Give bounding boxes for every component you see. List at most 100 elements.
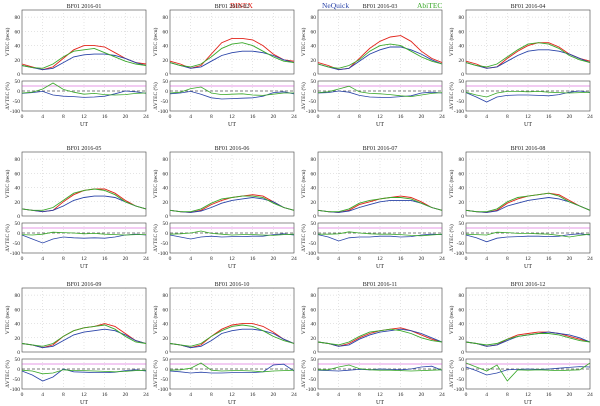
x-tick-label: 4 — [485, 256, 488, 262]
x-tick-label: 16 — [546, 256, 552, 262]
vtec-tick-label: 60 — [459, 171, 465, 177]
x-tick-label: 24 — [291, 114, 297, 120]
x-tick-label: 24 — [439, 392, 445, 398]
vtec-axis-label: VTEC (tecu) — [448, 28, 455, 57]
vtec-tick-label: 0 — [313, 214, 316, 220]
vtec-tick-label: 40 — [311, 186, 317, 192]
dvtec-tick-label: -100 — [10, 251, 20, 257]
vtec-tick-label: 80 — [15, 15, 21, 21]
dvtec-tick-label: -50 — [161, 99, 169, 105]
vtec-tick-label: 60 — [311, 29, 317, 35]
vtec-tick-label: 20 — [15, 336, 21, 342]
dvtec-tick-label: 0 — [17, 89, 20, 95]
vtec-tick-label: 60 — [15, 307, 21, 313]
x-tick-label: 24 — [587, 114, 593, 120]
vtec-tick-label: 60 — [459, 307, 465, 313]
dvtec-tick-label: 50 — [311, 221, 317, 227]
vtec-series-nequick — [170, 329, 294, 348]
panel-title: BF01 2016-07 — [363, 146, 398, 152]
vtec-tick-label: 0 — [313, 350, 316, 356]
vtec-tick-label: 40 — [15, 322, 21, 328]
vtec-tick-label: 20 — [311, 336, 317, 342]
dvtec-tick-label: 0 — [17, 231, 20, 237]
x-tick-label: 0 — [21, 392, 24, 398]
dvtec-tick-label: 0 — [165, 89, 168, 95]
vtec-tick-label: 20 — [459, 200, 465, 206]
vtec-axis-label: VTEC (tecu) — [448, 306, 455, 335]
x-tick-label: 4 — [41, 256, 44, 262]
x-axis-label: UT — [524, 400, 532, 406]
vtec-tick-label: 80 — [459, 15, 465, 21]
vtec-tick-label: 40 — [459, 322, 465, 328]
dvtec-tick-label: -100 — [10, 109, 20, 115]
vtec-tick-label: 40 — [163, 44, 169, 50]
x-tick-label: 0 — [169, 256, 172, 262]
vtec-series-nequick — [22, 329, 146, 348]
dvtec-axis-label: ΔVTEC (%) — [4, 224, 11, 252]
dvtec-tick-label: 0 — [165, 231, 168, 237]
vtec-tick-label: 0 — [165, 350, 168, 356]
vtec-tick-label: 20 — [163, 58, 169, 64]
x-tick-label: 16 — [102, 114, 108, 120]
x-axis-label: UT — [228, 122, 236, 128]
x-tick-label: 0 — [317, 256, 320, 262]
panel-title: BF01 2016-05 — [67, 146, 102, 152]
dvtec-axis-label: ΔVTEC (%) — [300, 82, 307, 110]
vtec-tick-label: 20 — [311, 58, 317, 64]
dvtec-tick-label: 50 — [459, 221, 465, 227]
vtec-tick-label: 60 — [15, 29, 21, 35]
x-tick-label: 12 — [229, 392, 235, 398]
dvtec-tick-label: 0 — [313, 367, 316, 373]
x-tick-label: 16 — [250, 392, 256, 398]
x-tick-label: 16 — [102, 256, 108, 262]
x-tick-label: 24 — [143, 256, 149, 262]
x-tick-label: 0 — [465, 256, 468, 262]
vtec-tick-label: 60 — [311, 171, 317, 177]
dvtec-series-nequick — [466, 367, 590, 375]
panel-title: BF01 2016-09 — [67, 282, 102, 288]
panel-title: BF01 2016-12 — [511, 282, 546, 288]
x-tick-label: 24 — [291, 256, 297, 262]
dvtec-tick-label: -50 — [161, 241, 169, 247]
x-tick-label: 20 — [419, 392, 425, 398]
vtec-tick-label: 80 — [459, 293, 465, 299]
dvtec-series-abitec — [170, 363, 294, 372]
vtec-tick-label: 60 — [163, 307, 169, 313]
x-tick-label: 24 — [439, 114, 445, 120]
dvtec-tick-label: 0 — [313, 231, 316, 237]
x-tick-label: 4 — [189, 256, 192, 262]
x-tick-label: 16 — [250, 114, 256, 120]
x-axis-label: UT — [228, 400, 236, 406]
vtec-tick-label: 40 — [311, 322, 317, 328]
vtec-tick-label: 20 — [459, 58, 465, 64]
x-axis-label: UT — [376, 264, 384, 270]
x-tick-label: 12 — [377, 256, 383, 262]
dvtec-tick-label: -100 — [306, 109, 316, 115]
dvtec-tick-label: 50 — [163, 357, 169, 363]
x-tick-label: 8 — [358, 114, 361, 120]
dvtec-tick-label: -100 — [10, 387, 20, 393]
x-tick-label: 4 — [337, 392, 340, 398]
vtec-tick-label: 80 — [311, 157, 317, 163]
x-tick-label: 12 — [81, 256, 87, 262]
x-tick-label: 4 — [485, 392, 488, 398]
vtec-tick-label: 0 — [461, 214, 464, 220]
x-tick-label: 24 — [587, 256, 593, 262]
vtec-tick-label: 80 — [459, 157, 465, 163]
panel-title: BF01 2016-06 — [215, 146, 250, 152]
vtec-tick-label: 80 — [311, 15, 317, 21]
vtec-axis-label: VTEC (tecu) — [4, 170, 11, 199]
x-axis-label: UT — [376, 400, 384, 406]
x-tick-label: 24 — [587, 392, 593, 398]
vtec-axis-label: VTEC (tecu) — [152, 306, 159, 335]
dvtec-tick-label: -50 — [457, 241, 465, 247]
vtec-tick-label: 40 — [459, 186, 465, 192]
vtec-tick-label: 60 — [459, 29, 465, 35]
x-tick-label: 8 — [210, 392, 213, 398]
vtec-tick-label: 20 — [311, 200, 317, 206]
vtec-tick-label: 60 — [15, 171, 21, 177]
x-tick-label: 8 — [358, 256, 361, 262]
dvtec-tick-label: 0 — [313, 89, 316, 95]
vtec-axis-label: VTEC (tecu) — [300, 170, 307, 199]
x-tick-label: 4 — [41, 392, 44, 398]
